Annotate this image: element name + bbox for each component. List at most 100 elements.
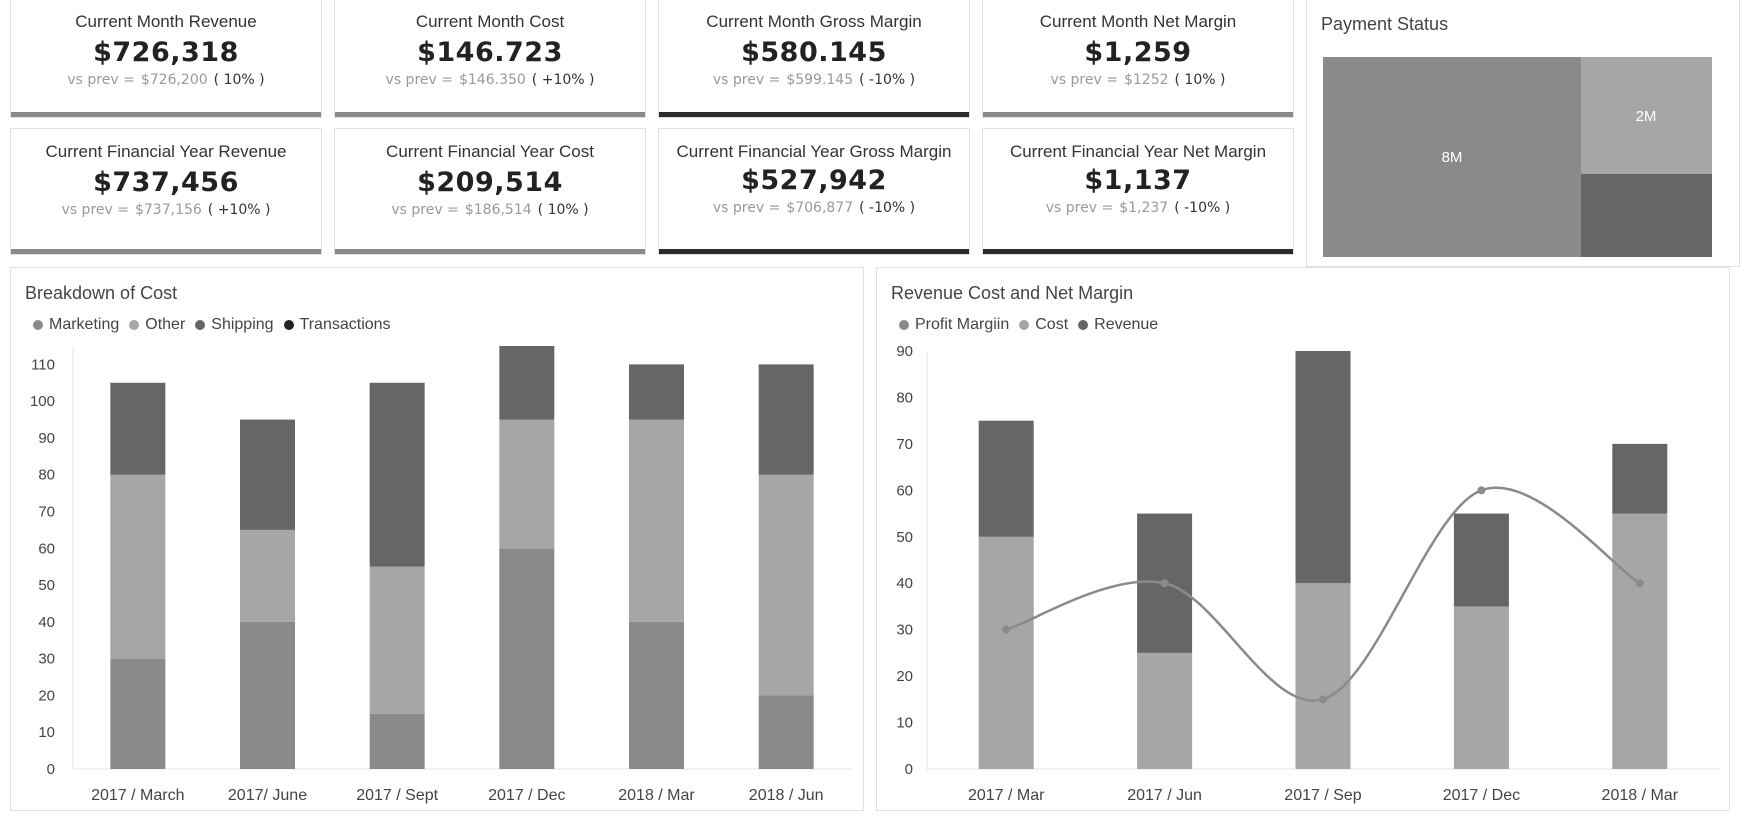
legend-item[interactable]: Transactions	[280, 316, 391, 334]
bar-segment-other[interactable]	[240, 529, 295, 622]
bar-segment-marketing[interactable]	[110, 658, 166, 769]
bar-segment-cost[interactable]	[978, 536, 1034, 769]
breakdown-cost-title: Breakdown of Cost	[25, 283, 178, 303]
bar-segment-other[interactable]	[758, 474, 814, 696]
kpi-value: $209,514	[417, 167, 563, 198]
x-tick-label: 2018 / Mar	[618, 787, 695, 804]
kpi-change-percent: ( -10% )	[859, 200, 916, 216]
kpi-comparison: vs prev = $726,200 ( 10% )	[11, 72, 321, 88]
kpi-change-percent: ( -10% )	[1174, 200, 1231, 216]
x-tick-label: 2017 / Dec	[488, 787, 565, 804]
bar-segment-shipping[interactable]	[110, 382, 166, 475]
kpi-card: Current Financial Year Cost $209,514 vs pr…	[334, 128, 646, 255]
kpi-card: Current Month Gross Margin $580.145 vs pre…	[658, 0, 970, 118]
legend-dot-icon	[195, 320, 206, 330]
bar-segment-marketing[interactable]	[629, 621, 684, 769]
kpi-title: Current Month Gross Margin	[706, 12, 922, 31]
x-tick-label: 2018 / Jun	[749, 787, 824, 804]
bar-segment-cost[interactable]	[1137, 652, 1193, 769]
bar-segment-revenue[interactable]	[978, 420, 1034, 537]
y-tick-label: 20	[38, 687, 55, 704]
bar-segment-revenue[interactable]	[1612, 443, 1668, 514]
y-tick-label: 0	[47, 761, 55, 778]
x-tick-label: 2017 / March	[91, 787, 184, 804]
kpi-value: $726,318	[93, 37, 239, 68]
legend-item[interactable]: Revenue	[1074, 316, 1158, 334]
y-tick-label: 10	[38, 724, 55, 741]
treemap-cell-other[interactable]	[1581, 174, 1712, 257]
y-tick-label: 70	[38, 504, 55, 521]
bar-segment-other[interactable]	[629, 419, 684, 622]
kpi-comparison: vs prev = $706,877 ( -10% )	[659, 200, 969, 216]
bar-segment-revenue[interactable]	[1453, 513, 1509, 607]
legend-label: Other	[145, 316, 186, 333]
kpi-value: $737,456	[93, 167, 239, 198]
payment-status-title: Payment Status	[1321, 14, 1449, 34]
kpi-change-percent: ( 10% )	[213, 72, 265, 88]
kpi-change-percent: ( +10% )	[531, 72, 595, 88]
profit-margin-point[interactable]	[1477, 486, 1486, 495]
treemap-label: 8M	[1442, 149, 1463, 166]
revenue-cost-margin-legend: Profit Margiin Cost Revenue	[895, 316, 1158, 334]
y-tick-label: 20	[896, 668, 913, 685]
bar-segment-shipping[interactable]	[629, 364, 684, 420]
bar-segment-shipping[interactable]	[758, 364, 814, 475]
legend-item[interactable]: Marketing	[29, 316, 119, 334]
treemap-cell-8m[interactable]	[1323, 57, 1581, 257]
bar-segment-marketing[interactable]	[758, 695, 814, 769]
legend-label: Marketing	[49, 316, 120, 333]
bar-segment-shipping[interactable]	[369, 382, 425, 567]
kpi-comparison: vs prev = $186,514 ( 10% )	[335, 202, 645, 218]
breakdown-cost-legend: Marketing Other Shipping Transactions	[29, 316, 391, 334]
treemap-cell-2m[interactable]	[1581, 57, 1712, 174]
bar-segment-other[interactable]	[110, 474, 166, 659]
kpi-prev-value: $186,514	[464, 202, 532, 218]
bar-segment-other[interactable]	[369, 566, 425, 714]
kpi-comparison: vs prev = $737,156 ( +10% )	[11, 202, 321, 218]
x-tick-label: 2017 / Mar	[968, 787, 1045, 804]
legend-item[interactable]: Profit Margiin	[895, 316, 1009, 334]
kpi-title: Current Financial Year Cost	[386, 142, 594, 161]
kpi-change-percent: ( 10% )	[537, 202, 589, 218]
kpi-card: Current Month Revenue $726,318 vs prev = $7…	[10, 0, 322, 118]
y-tick-label: 60	[38, 540, 55, 557]
profit-margin-point[interactable]	[1319, 695, 1327, 704]
profit-margin-point[interactable]	[1002, 625, 1011, 634]
kpi-indicator-bar	[335, 112, 645, 117]
bar-segment-marketing[interactable]	[499, 548, 555, 769]
bar-segment-cost[interactable]	[1295, 583, 1351, 769]
y-tick-label: 80	[38, 467, 55, 484]
y-tick-label: 50	[38, 577, 55, 594]
bar-segment-shipping[interactable]	[499, 346, 555, 420]
profit-margin-line[interactable]	[1005, 486, 1641, 702]
kpi-prev-label: vs prev =	[1050, 72, 1118, 88]
breakdown-cost-chart: 0 10 20 30 40 50 60 70 80 90 100 110 2017 / March 201…	[30, 346, 851, 804]
bar-segment-cost[interactable]	[1453, 606, 1509, 769]
legend-item[interactable]: Cost	[1015, 316, 1068, 334]
y-tick-label: 50	[896, 529, 913, 546]
legend-item[interactable]: Shipping	[191, 316, 274, 334]
x-tick-label: 2017 / Jun	[1127, 787, 1202, 804]
bar-segment-cost[interactable]	[1612, 513, 1668, 769]
kpi-prev-value: $1,237	[1119, 200, 1169, 216]
y-tick-label: 110	[31, 356, 55, 373]
profit-margin-point[interactable]	[1635, 579, 1644, 588]
kpi-indicator-bar	[983, 249, 1293, 254]
legend-item[interactable]: Other	[125, 316, 185, 334]
bar-segment-marketing[interactable]	[369, 713, 425, 769]
kpi-comparison: vs prev = $599.145 ( -10% )	[659, 72, 969, 88]
profit-margin-point[interactable]	[1160, 579, 1169, 588]
kpi-card: Current Financial Year Gross Margin $527,…	[658, 128, 970, 255]
revenue-cost-margin-panel: Revenue Cost and Net Margin Profit Margi…	[876, 267, 1730, 811]
kpi-prev-label: vs prev =	[712, 72, 781, 88]
bar-segment-marketing[interactable]	[240, 621, 295, 769]
bar-segment-revenue[interactable]	[1295, 351, 1351, 584]
kpi-card: Current Financial Year Net Margin $1,137 v…	[982, 128, 1294, 255]
bar-segment-other[interactable]	[499, 419, 555, 549]
bar-segment-shipping[interactable]	[240, 419, 295, 530]
kpi-card: Current Financial Year Revenue $737,456 vs…	[10, 128, 322, 255]
y-tick-label: 70	[896, 436, 913, 453]
kpi-card: Current Month Cost $146.723 vs prev = $146.…	[334, 0, 646, 118]
legend-label: Cost	[1035, 316, 1069, 333]
kpi-prev-value: $737,156	[134, 202, 202, 218]
